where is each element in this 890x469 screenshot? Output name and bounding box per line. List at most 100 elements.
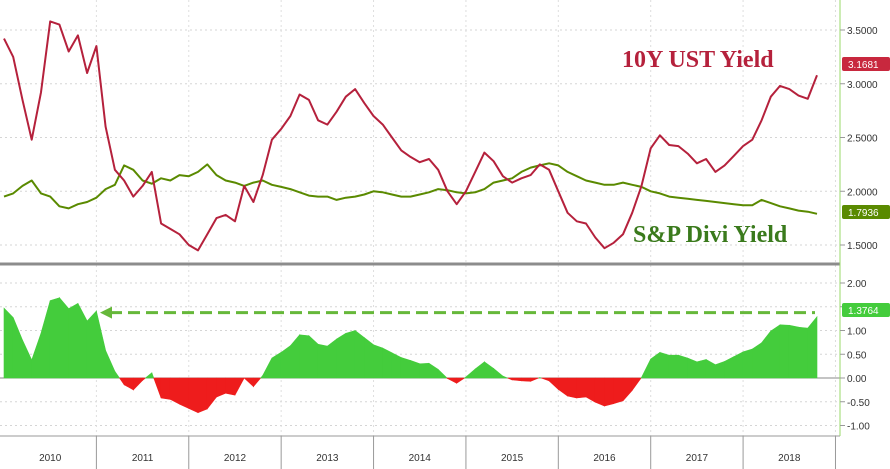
x-tick-label: 2014: [409, 453, 432, 464]
area-segment: [622, 377, 633, 402]
area-segment: [724, 356, 735, 379]
area-segment: [169, 377, 180, 405]
bottom-y-tick-label: 2.00: [847, 279, 867, 290]
area-segment: [40, 300, 51, 379]
area-segment: [260, 374, 263, 379]
area-segment: [336, 332, 347, 379]
area-segment: [262, 357, 273, 379]
area-segment: [631, 377, 642, 392]
area-segment: [752, 342, 762, 379]
area-segment: [696, 359, 707, 379]
area-segment: [118, 377, 125, 386]
area-segment: [410, 359, 421, 379]
area-segment: [96, 310, 106, 379]
x-tick-label: 2018: [778, 453, 801, 464]
area-segment: [327, 338, 337, 379]
area-segment: [86, 310, 97, 379]
area-segment: [715, 360, 725, 379]
bottom-y-tick-label: 1.00: [847, 327, 867, 338]
area-segment: [253, 377, 262, 388]
area-segment: [465, 368, 476, 379]
area-segment: [299, 334, 310, 379]
x-tick-label: 2013: [316, 453, 339, 464]
area-segment: [345, 330, 356, 379]
bottom-y-tick-label: -1.00: [847, 422, 870, 433]
reference-dashed-arrow: [100, 306, 815, 319]
area-segment: [594, 377, 605, 407]
area-segment: [308, 335, 319, 379]
area-segment: [179, 377, 190, 409]
badge-spread-value: 1.3764: [848, 306, 879, 317]
top-y-tick-label: 2.0000: [847, 187, 878, 198]
area-segment: [216, 377, 227, 398]
area-segment: [317, 343, 328, 379]
area-segment: [742, 348, 753, 379]
area-segment: [659, 351, 670, 379]
top-panel-grid: [0, 29, 840, 246]
area-segment: [541, 377, 550, 382]
x-tick-label: 2011: [132, 453, 154, 464]
area-segment: [206, 377, 217, 410]
top-y-tick-label: 2.5000: [847, 134, 878, 145]
area-segment: [807, 315, 818, 379]
area-segment: [668, 354, 679, 379]
area-segment: [511, 377, 522, 382]
area-segment: [428, 362, 439, 379]
x-tick-labels: 2010 2011 2012 2013 2014 2015 2016 2017 2018: [39, 436, 836, 469]
area-segment: [521, 377, 531, 382]
area-segment: [234, 377, 245, 396]
area-segment: [484, 361, 494, 379]
bottom-panel-grid: [0, 282, 840, 426]
top-y-tick-labels: 1.5000 2.0000 2.5000 3.0000 3.5000: [840, 26, 878, 252]
area-segment: [585, 377, 596, 403]
area-segment: [243, 377, 254, 388]
badge-10y-value: 3.1681: [848, 60, 879, 71]
area-segment: [133, 377, 143, 391]
area-segment: [271, 351, 282, 379]
top-y-tick-label: 3.0000: [847, 80, 878, 91]
area-segment: [456, 377, 466, 384]
x-tick-label: 2017: [686, 453, 709, 464]
area-segment: [144, 372, 153, 379]
area-segment: [705, 358, 716, 379]
badge-divi-last: 1.7936: [842, 205, 890, 219]
area-segment: [761, 330, 772, 379]
area-segment: [770, 324, 781, 379]
area-segment: [49, 297, 60, 379]
area-segment: [419, 362, 430, 379]
series-line: [3, 20, 818, 252]
area-segment: [502, 375, 508, 379]
area-segment: [160, 377, 171, 400]
area-segment: [280, 345, 291, 379]
area-segment: [604, 377, 615, 407]
area-segment: [364, 337, 374, 379]
area-segment: [493, 367, 504, 379]
area-segment: [558, 377, 568, 397]
badge-spread-last: 1.3764: [842, 303, 890, 317]
area-segment: [382, 347, 393, 379]
badge-10y-last: 3.1681: [842, 57, 890, 71]
area-segment: [507, 377, 513, 381]
series-line: [3, 162, 818, 215]
area-segment: [530, 377, 539, 382]
area-segment: [3, 307, 14, 379]
area-segment: [687, 357, 698, 379]
area-segment: [225, 377, 236, 396]
area-segment: [142, 377, 147, 382]
area-segment: [373, 344, 384, 379]
area-segment: [68, 302, 79, 379]
area-segment: [474, 361, 485, 379]
badge-divi-value: 1.7936: [848, 208, 879, 219]
area-segment: [576, 377, 587, 399]
area-segment: [437, 368, 448, 379]
area-segment: [678, 354, 688, 379]
area-segment: [447, 377, 457, 384]
area-segment: [153, 377, 162, 399]
area-segment: [733, 351, 744, 379]
bottom-y-tick-label: 0.00: [847, 374, 867, 385]
area-segment: [548, 377, 559, 391]
reference-arrowhead: [100, 306, 112, 319]
bottom-y-tick-labels: -1.00-0.500.000.501.001.502.00: [840, 279, 870, 433]
annotation-sp-divi-yield: S&P Divi Yield: [633, 222, 788, 248]
